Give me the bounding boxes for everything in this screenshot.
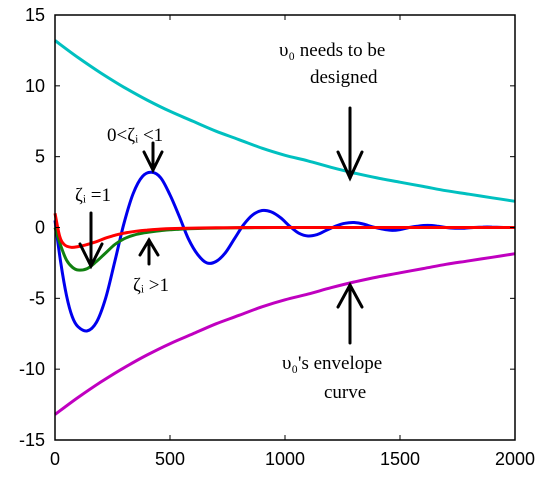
y-tick-label: 15 [25, 5, 45, 25]
y-tick-label: 10 [25, 76, 45, 96]
annotation-envelope-line1: υ₀'s envelope [282, 353, 382, 374]
y-tick-label: 0 [35, 218, 45, 238]
x-tick-label: 2000 [495, 449, 535, 469]
y-tick-label: -10 [19, 359, 45, 379]
arrow-critical [78, 211, 104, 270]
arrow-overdamped [138, 237, 160, 266]
tick-label-layer: 0 500 1000 1500 2000 15 10 5 0 -5 -10 -15 [19, 5, 535, 469]
annotation-overdamped: ζᵢ >1 [133, 275, 169, 296]
y-tick-label: 5 [35, 147, 45, 167]
series-line-2 [53, 170, 504, 333]
x-tick-label: 500 [155, 449, 185, 469]
series-line-0 [54, 39, 516, 203]
x-tick-label: 1000 [265, 449, 305, 469]
series-line-4 [53, 212, 515, 249]
arrow-design [336, 106, 364, 182]
arrow-underdamped [142, 141, 164, 174]
y-tick-label: -15 [19, 430, 45, 450]
annotation-design-line2: designed [310, 67, 378, 88]
series-line-1 [54, 252, 516, 416]
tick-layer [54, 14, 516, 441]
annotation-envelope-line2: curve [324, 382, 366, 403]
annotation-design-line1: υ₀ needs to be [279, 40, 385, 61]
arrow-envelope [336, 281, 364, 345]
y-tick-label: -5 [29, 288, 45, 308]
curve-layer [53, 39, 516, 416]
annotation-underdamped: 0<ζᵢ <1 [107, 125, 163, 146]
annotation-critical: ζᵢ =1 [75, 185, 111, 206]
x-tick-label: 0 [50, 449, 60, 469]
x-tick-label: 1500 [380, 449, 420, 469]
